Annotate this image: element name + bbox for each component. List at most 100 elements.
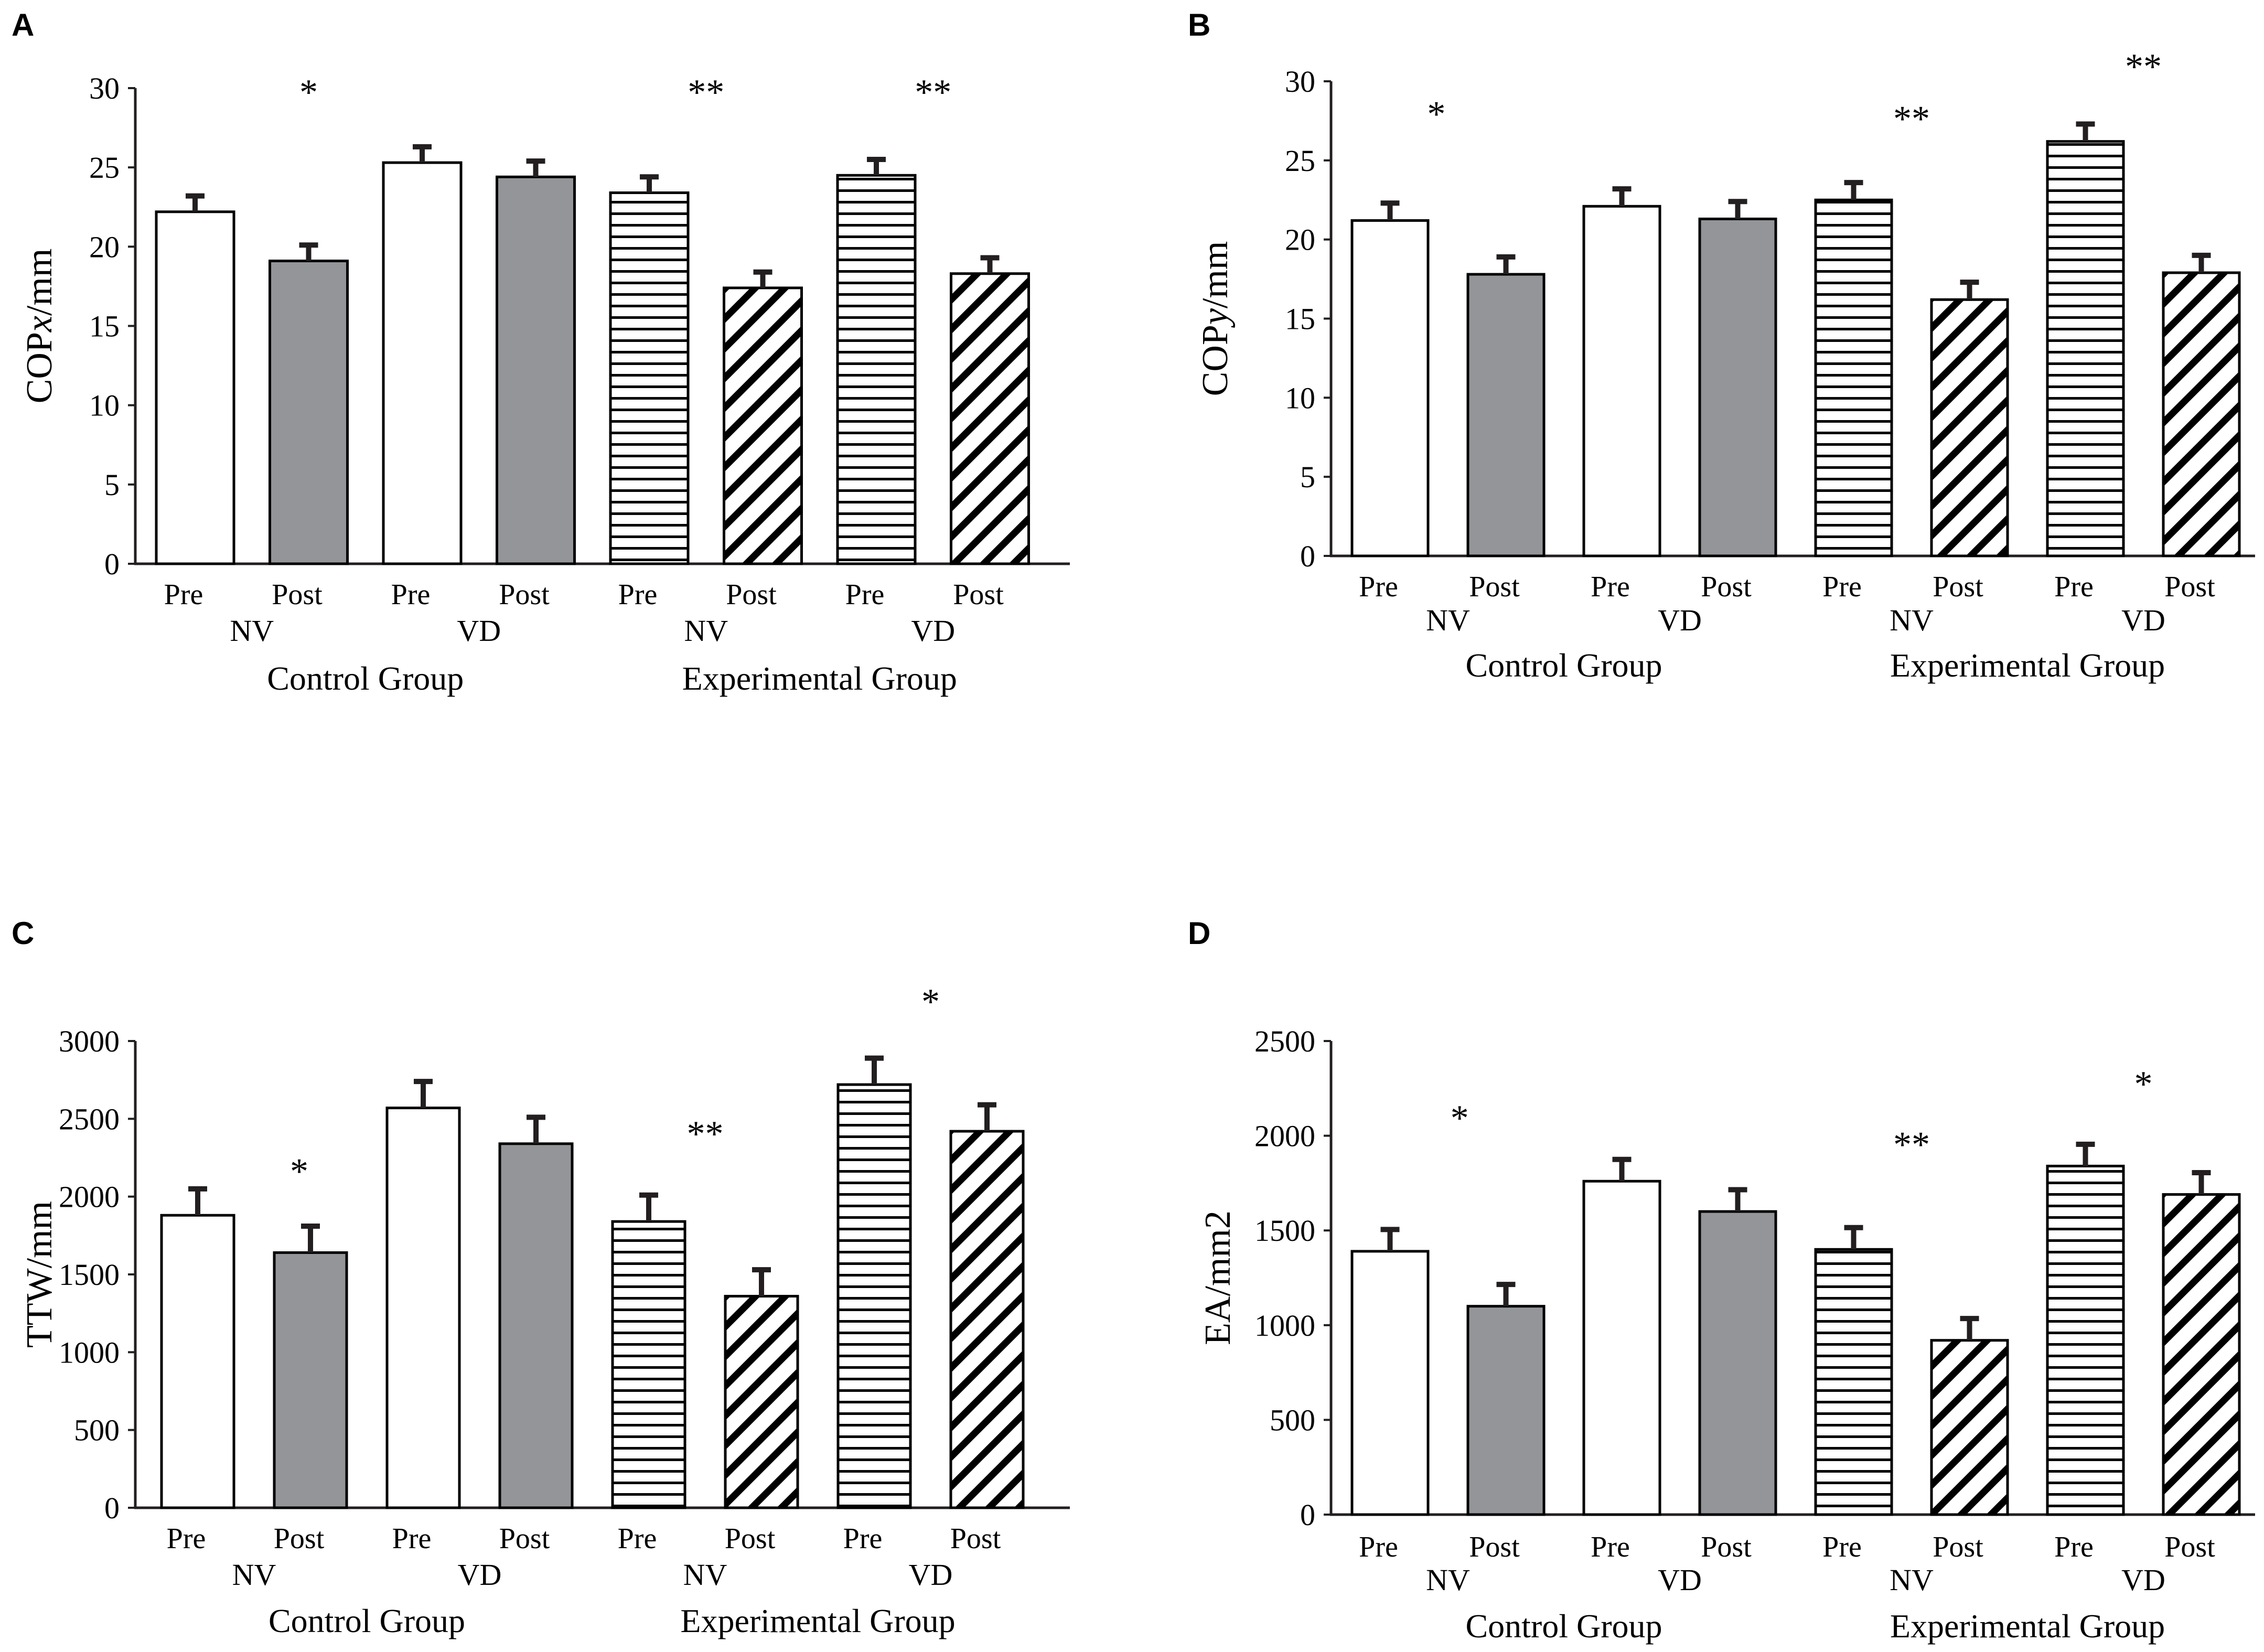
condition-label: NV — [1426, 1563, 1470, 1597]
bar — [273, 1251, 348, 1509]
bar — [2046, 1164, 2125, 1516]
panel-letter: A — [12, 7, 34, 42]
y-tick-label: 15 — [1285, 302, 1315, 336]
category-label: Pre — [1822, 1531, 1862, 1563]
significance-marker: * — [1451, 1098, 1469, 1139]
condition-label: VD — [909, 1558, 953, 1592]
bar — [836, 174, 917, 565]
significance-marker: * — [290, 1151, 308, 1192]
category-label: Pre — [391, 578, 431, 611]
y-tick-label: 0 — [1300, 539, 1315, 573]
category-label: Post — [499, 1522, 550, 1555]
bar — [160, 1214, 235, 1509]
y-tick-label: 0 — [104, 1491, 120, 1525]
category-label: Post — [953, 578, 1004, 611]
condition-label: VD — [2121, 603, 2165, 637]
bar — [1930, 298, 2009, 557]
category-label: Post — [725, 1522, 776, 1555]
category-label: Pre — [1822, 571, 1862, 603]
y-tick-label: 0 — [104, 547, 120, 581]
category-label: Post — [1469, 571, 1520, 603]
condition-label: VD — [2121, 1563, 2165, 1597]
significance-marker: * — [299, 72, 318, 113]
bar — [1350, 219, 1430, 557]
bar — [609, 191, 690, 565]
condition-label: NV — [232, 1558, 276, 1592]
condition-label: VD — [911, 614, 955, 648]
category-label: Post — [274, 1522, 325, 1555]
condition-label: NV — [684, 614, 728, 648]
category-label: Pre — [845, 578, 885, 611]
bar — [836, 1083, 912, 1509]
bar — [1582, 1179, 1661, 1516]
condition-label: NV — [1890, 1563, 1934, 1597]
y-tick-label: 10 — [1285, 381, 1315, 415]
condition-label: NV — [1890, 603, 1934, 637]
category-label: Pre — [164, 578, 203, 611]
category-label: Post — [2164, 571, 2215, 603]
significance-marker: ** — [2125, 47, 2162, 87]
y-tick-label: 2500 — [1254, 1024, 1315, 1058]
bar — [2046, 140, 2125, 557]
category-label: Pre — [2054, 1531, 2094, 1563]
y-tick-label: 500 — [1270, 1403, 1315, 1437]
category-label: Pre — [392, 1522, 432, 1555]
category-label: Pre — [843, 1522, 883, 1555]
category-label: Post — [2164, 1531, 2215, 1563]
y-tick-label: 1500 — [1254, 1214, 1315, 1248]
category-label: Pre — [618, 578, 658, 611]
y-tick-label: 3000 — [59, 1024, 120, 1058]
significance-marker: ** — [1893, 99, 1930, 139]
panel-letter: B — [1188, 7, 1210, 42]
category-label: Post — [1701, 1531, 1752, 1563]
y-axis-title: EA/mm2 — [1198, 1210, 1238, 1345]
y-tick-label: 2000 — [1254, 1119, 1315, 1153]
category-label: Pre — [167, 1522, 206, 1555]
condition-label: VD — [1658, 603, 1702, 637]
category-label: Post — [1933, 571, 1983, 603]
bar — [1350, 1250, 1430, 1516]
group-label: Control Group — [267, 660, 464, 697]
bar — [269, 260, 349, 565]
bar — [950, 272, 1030, 565]
bar — [1466, 1305, 1546, 1516]
y-tick-label: 25 — [89, 151, 120, 185]
y-tick-label: 2500 — [59, 1102, 120, 1136]
condition-label: NV — [683, 1558, 727, 1592]
y-tick-label: 20 — [89, 230, 120, 264]
y-tick-label: 30 — [1285, 65, 1315, 99]
category-label: Post — [1701, 571, 1752, 603]
bar — [1466, 273, 1546, 557]
bar — [385, 1107, 461, 1509]
y-tick-label: 10 — [89, 389, 120, 423]
y-tick-label: 30 — [89, 71, 120, 105]
bar — [723, 286, 803, 565]
category-label: Pre — [1591, 571, 1630, 603]
y-tick-label: 5 — [1300, 460, 1315, 494]
y-tick-label: 25 — [1285, 144, 1315, 178]
bar — [724, 1295, 799, 1509]
significance-marker: ** — [915, 72, 951, 113]
y-tick-label: 1000 — [59, 1335, 120, 1369]
y-tick-label: 1000 — [1254, 1308, 1315, 1343]
category-label: Post — [272, 578, 323, 611]
significance-marker: ** — [687, 1114, 724, 1154]
bar — [1698, 217, 1777, 557]
category-label: Post — [950, 1522, 1001, 1555]
bar — [1814, 1248, 1893, 1516]
category-label: Pre — [618, 1522, 657, 1555]
significance-marker: * — [921, 982, 940, 1022]
y-axis-title: TTW/mm — [19, 1201, 60, 1348]
significance-marker: ** — [1893, 1125, 1930, 1165]
group-label: Experimental Group — [680, 1602, 955, 1639]
y-axis-title: COPx/mm — [19, 249, 60, 404]
significance-marker: ** — [688, 72, 724, 113]
significance-marker: * — [2134, 1064, 2153, 1104]
